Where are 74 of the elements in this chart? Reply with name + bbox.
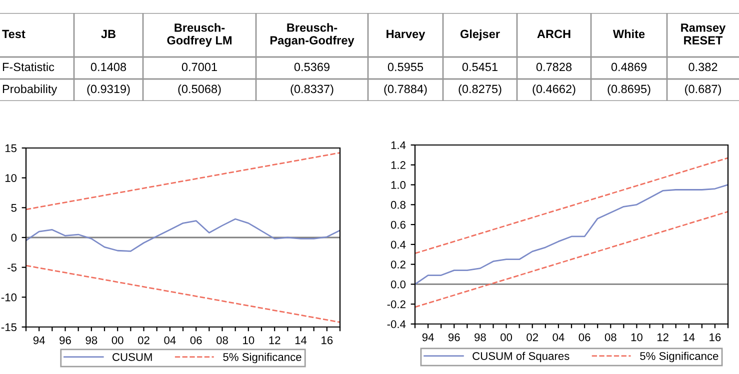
x-tick-label: 12 [269, 336, 280, 344]
x-tick-label: 00 [112, 336, 124, 344]
category-label: White [612, 30, 645, 38]
x-tick-label: 94 [33, 336, 45, 344]
category-label: ARCH [537, 30, 570, 38]
legend-label: 5% Significance [223, 352, 302, 364]
text: 0.5369 [294, 62, 330, 72]
text: (0.8695) [608, 84, 650, 96]
y-tick-label: -0.4 [387, 320, 406, 328]
text: (0.9319) [87, 84, 130, 96]
x-tick-label: 14 [295, 336, 307, 344]
y-tick-label: 1.4 [391, 141, 406, 150]
text: (0.687) [685, 84, 721, 96]
y-tick-label: 0.6 [390, 220, 406, 229]
text: 0.382 [688, 62, 718, 72]
y-tick-label: -5 [8, 264, 17, 272]
category-label: Harvey [386, 30, 426, 41]
line-series [26, 218, 340, 252]
x-tick-label: 04 [552, 333, 564, 342]
y-tick-label: -15 [1, 323, 17, 332]
x-tick-label: 06 [578, 333, 590, 342]
text: 0.1408 [90, 62, 126, 72]
legend-label: 5% Significance [640, 352, 718, 362]
text: (0.8275) [458, 84, 502, 96]
x-tick-label: 16 [710, 333, 721, 342]
text: (0.8337) [290, 84, 334, 96]
x-tick-label: 96 [60, 336, 71, 344]
category-label: JB [101, 30, 116, 38]
text: (0.7884) [384, 84, 427, 96]
text: Probability [2, 84, 58, 96]
x-tick-label: 02 [526, 333, 538, 342]
text: 0.7001 [182, 62, 217, 72]
text: 0.5955 [388, 62, 424, 72]
x-tick-label: 12 [657, 333, 668, 342]
category-label: Breusch- Godfrey LM [167, 23, 232, 47]
y-tick-label: 0.8 [390, 200, 406, 209]
x-tick-label: 00 [500, 333, 512, 342]
y-tick-label: 0 [11, 234, 17, 242]
x-tick-label: 98 [474, 333, 486, 342]
x-tick-label: 10 [243, 336, 254, 344]
x-tick-label: 94 [422, 333, 434, 342]
x-tick-label: 96 [448, 333, 460, 342]
y-tick-label: 5 [11, 204, 17, 212]
x-tick-label: 08 [604, 333, 616, 342]
text: (0.5068) [178, 84, 221, 96]
x-tick-label: 06 [190, 336, 202, 344]
category-label: Test [2, 30, 26, 38]
text: 0.4869 [611, 62, 646, 72]
x-tick-label: 98 [86, 336, 98, 344]
y-tick-label: 15 [5, 144, 17, 152]
x-tick-label: 08 [216, 336, 228, 344]
category-label: Glejser [460, 30, 500, 41]
x-tick-label: 04 [164, 336, 176, 344]
x-tick-label: 02 [138, 336, 150, 344]
x-tick-label: 10 [631, 333, 642, 342]
text: 0.5451 [462, 62, 498, 72]
y-tick-label: 10 [5, 174, 17, 182]
category-label: Breusch- Pagan-Godfrey [270, 23, 354, 47]
y-tick-label: -10 [1, 293, 17, 302]
category-label: Ramsey RESET [681, 24, 726, 45]
x-tick-label: 16 [322, 336, 333, 344]
text: (0.4662) [532, 84, 576, 96]
y-tick-label: 1.2 [391, 161, 406, 169]
line-series [415, 184, 728, 285]
text: 0.7828 [536, 62, 572, 72]
y-tick-label: 0.4 [390, 240, 406, 249]
legend-label: CUSUM of Squares [472, 352, 570, 362]
y-tick-label: 0.2 [390, 260, 406, 268]
legend-label: CUSUM [112, 353, 152, 361]
x-tick-label: 14 [684, 333, 695, 342]
y-tick-label: -0.2 [387, 300, 406, 308]
text: F-Statistic [2, 62, 54, 72]
y-tick-label: 1.0 [391, 181, 406, 189]
y-tick-label: 0.0 [390, 280, 406, 288]
